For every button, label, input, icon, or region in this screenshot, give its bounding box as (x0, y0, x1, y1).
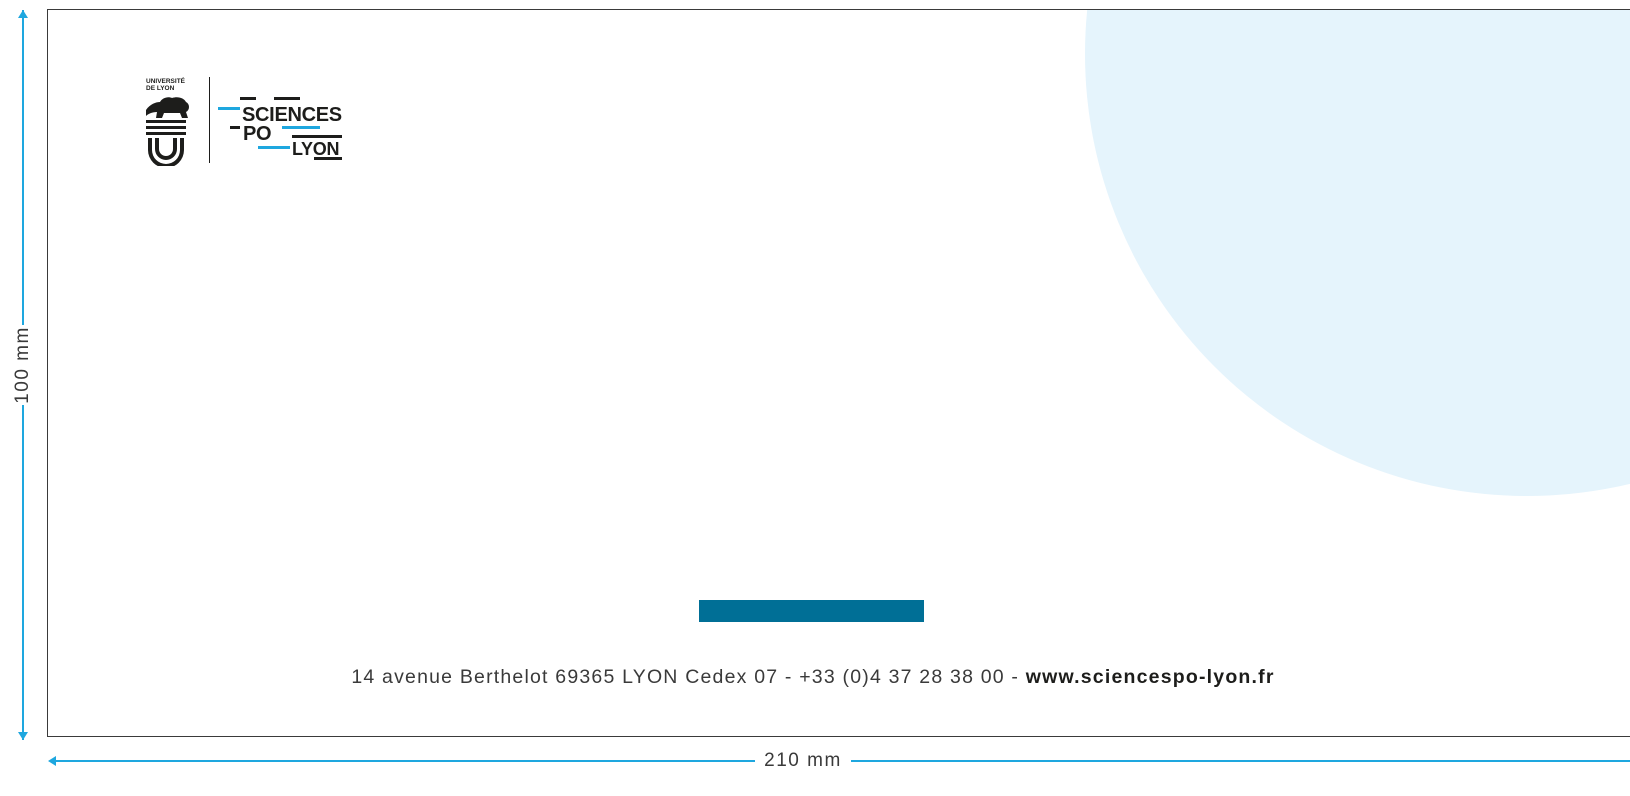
po-word: PO (243, 123, 272, 145)
lion-emblem-icon (146, 97, 189, 166)
sciences-po-lyon-logo: SCIENCES PO LYON (218, 86, 368, 166)
arrow-left-icon (48, 756, 56, 766)
address-stripe (699, 600, 924, 622)
arrow-up-icon (18, 10, 28, 18)
arrow-down-icon (18, 732, 28, 740)
lyon-word: LYON (292, 139, 340, 159)
logo-group: UNIVERSITÉ DE LYON SCIENCES PO LYON (142, 74, 372, 174)
website-link[interactable]: www.sciencespo-lyon.fr (1025, 666, 1275, 688)
height-dimension-label: 100 mm (0, 325, 46, 405)
logo-divider (209, 77, 210, 163)
width-dimension-label: 210 mm (755, 747, 851, 775)
address-line: 14 avenue Berthelot 69365 LYON Cedex 07 … (48, 666, 1578, 689)
universite-de-lyon-text: UNIVERSITÉ DE LYON (146, 78, 186, 92)
decorative-circle (1085, 10, 1630, 496)
address-text: 14 avenue Berthelot 69365 LYON Cedex 07 … (351, 666, 1026, 688)
envelope: UNIVERSITÉ DE LYON SCIENCES PO LYON (47, 9, 1630, 737)
sciences-word: SCIENCES (242, 104, 342, 126)
